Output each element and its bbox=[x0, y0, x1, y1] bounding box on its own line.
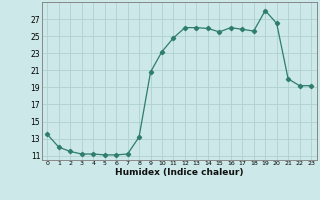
X-axis label: Humidex (Indice chaleur): Humidex (Indice chaleur) bbox=[115, 168, 244, 177]
